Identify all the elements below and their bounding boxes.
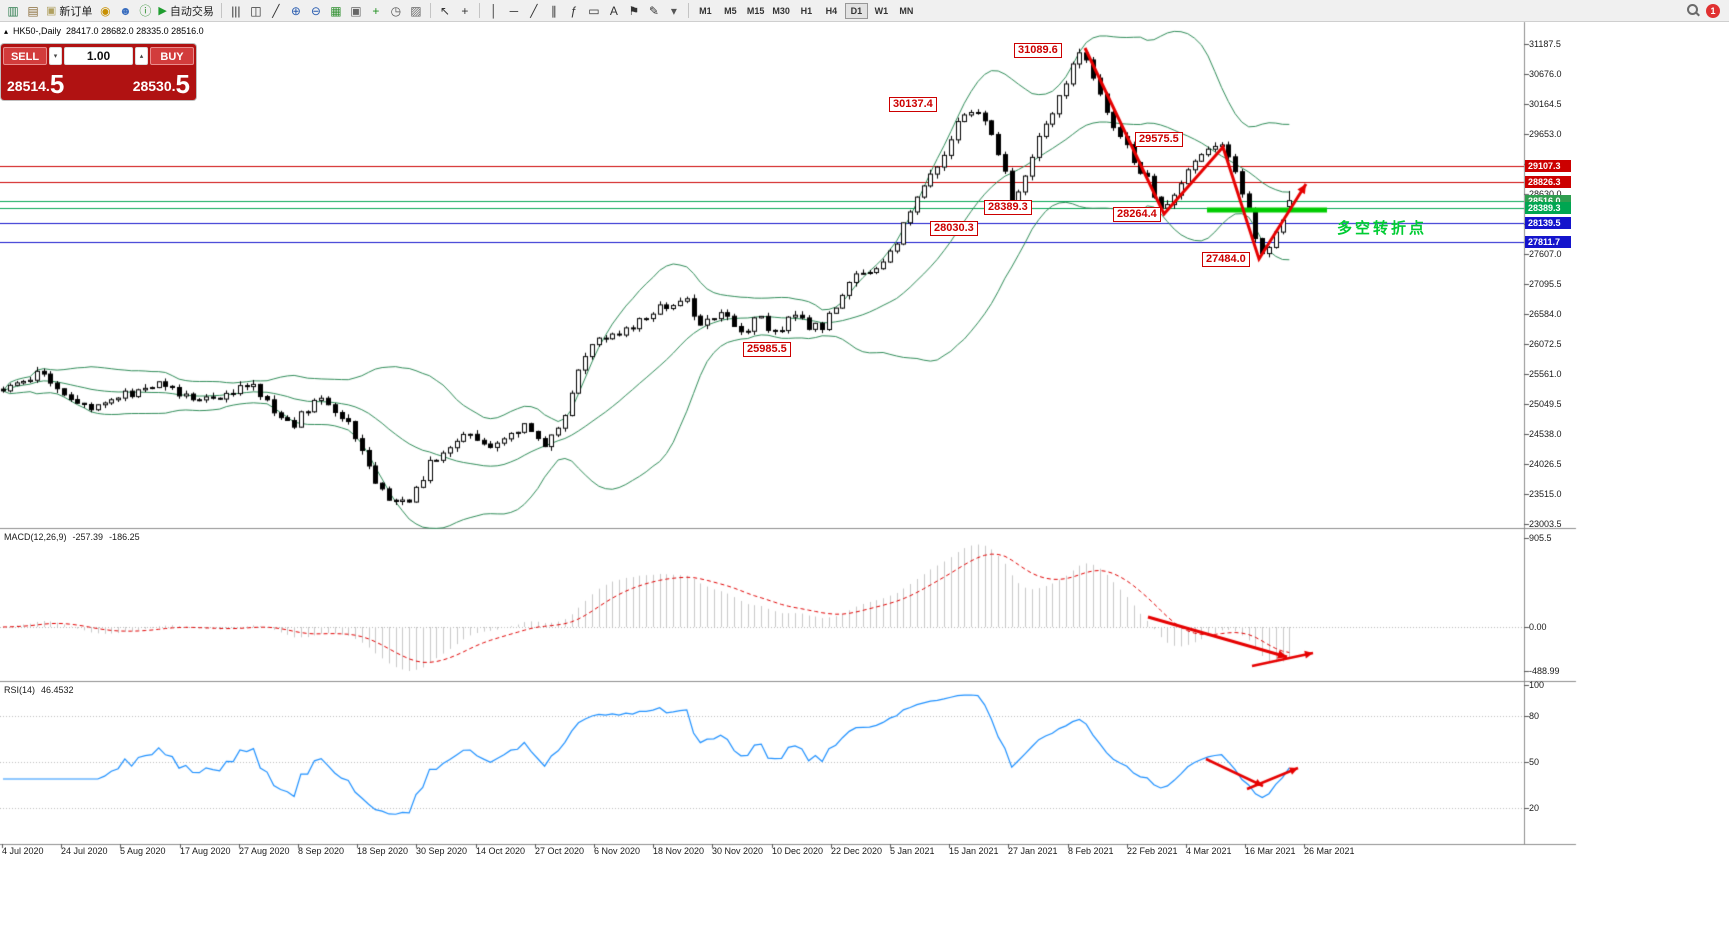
zoom-out-icon[interactable]: ⊖ <box>306 2 326 20</box>
timeframe-w1[interactable]: W1 <box>870 3 893 19</box>
fibonacci-icon[interactable]: ƒ <box>564 2 584 20</box>
timeframe-mn[interactable]: MN <box>895 3 918 19</box>
ohlc-values: 28417.0 28682.0 28335.0 28516.0 <box>66 26 204 36</box>
arrows-icon[interactable]: ⚑ <box>624 2 644 20</box>
accounts-icon[interactable]: ☻ <box>115 2 135 20</box>
period-clock-icon[interactable]: ◷ <box>386 2 406 20</box>
timeframe-m30[interactable]: M30 <box>769 3 793 19</box>
autotrade-label: 自动交易 <box>169 5 214 18</box>
ask-price: 28530. 5 <box>132 69 190 99</box>
timeframe-m5[interactable]: M5 <box>719 3 742 19</box>
one-click-trading-panel: SELL ▾ ▴ BUY 28514.5 28530.5 <box>1 44 196 100</box>
candle-chart-icon[interactable]: ◫ <box>246 2 266 20</box>
zoom-in-icon[interactable]: ⊕ <box>286 2 306 20</box>
volume-input[interactable] <box>64 46 133 65</box>
add-indicator-icon[interactable]: + <box>366 2 386 20</box>
timeframe-m1[interactable]: M1 <box>694 3 717 19</box>
autotrade-icon: ▶ <box>158 5 167 17</box>
one-click-toggle-icon[interactable]: ▴ <box>4 26 9 36</box>
volume-increase-button[interactable]: ▴ <box>135 46 148 65</box>
toolbar-separator <box>478 3 480 18</box>
rsi-label: RSI(14) 46.4532 <box>4 685 74 695</box>
new-order-label: 新订单 <box>59 5 93 18</box>
history-center-icon[interactable]: ◉ <box>95 2 115 20</box>
info-icon[interactable]: ⓘ <box>135 2 155 20</box>
new-chart-icon[interactable]: ▥ <box>3 2 23 20</box>
horizontal-line-icon[interactable]: ─ <box>504 2 524 20</box>
toolbar-separator <box>220 3 222 18</box>
toolbar: ▥ ▤ ▣ 新订单 ◉ ☻ ⓘ ▶ 自动交易 ||| ◫ ╱ ⊕ ⊖ ▦ ▣ + ◷ ▨ ↖ + │ ─ ╱ ∥… <box>0 0 1729 22</box>
timeframe-h1[interactable]: H1 <box>795 3 818 19</box>
symbol-period-label: HK50-,Daily <box>13 26 62 36</box>
text-icon[interactable]: A <box>604 2 624 20</box>
chart-title: ▴ HK50-,Daily 28417.0 28682.0 28335.0 28… <box>4 26 204 36</box>
vertical-line-icon[interactable]: │ <box>484 2 504 20</box>
toolbar-separator <box>429 3 431 18</box>
macd-label: MACD(12,26,9) -257.39 -186.25 <box>4 532 140 542</box>
autotrade-button[interactable]: ▶ 自动交易 <box>155 2 216 20</box>
trendline-icon[interactable]: ╱ <box>524 2 544 20</box>
timeframe-m15[interactable]: M15 <box>744 3 768 19</box>
shapes-icon[interactable]: ▭ <box>584 2 604 20</box>
timeframe-h4[interactable]: H4 <box>820 3 843 19</box>
pencil-dropdown-icon[interactable]: ▾ <box>664 2 684 20</box>
cascade-windows-icon[interactable]: ▣ <box>346 2 366 20</box>
buy-button[interactable]: BUY <box>150 46 194 65</box>
notification-badge[interactable]: 1 <box>1706 3 1720 18</box>
toolbar-separator <box>687 3 689 18</box>
line-chart-icon[interactable]: ╱ <box>266 2 286 20</box>
bid-price: 28514. 5 <box>7 69 65 99</box>
search-icon[interactable] <box>1687 4 1700 17</box>
bar-chart-icon[interactable]: ||| <box>226 2 246 20</box>
sell-button[interactable]: SELL <box>3 46 47 65</box>
profiles-icon[interactable]: ▤ <box>23 2 43 20</box>
tile-windows-icon[interactable]: ▦ <box>326 2 346 20</box>
new-order-button[interactable]: ▣ 新订单 <box>43 2 95 20</box>
timeframe-d1[interactable]: D1 <box>844 2 868 19</box>
crosshair-icon[interactable]: + <box>455 2 475 20</box>
channel-icon[interactable]: ∥ <box>544 2 564 20</box>
pencil-icon[interactable]: ✎ <box>644 2 664 20</box>
new-order-icon: ▣ <box>46 5 57 17</box>
cursor-icon[interactable]: ↖ <box>435 2 455 20</box>
template-icon[interactable]: ▨ <box>406 2 426 20</box>
volume-decrease-button[interactable]: ▾ <box>49 46 62 65</box>
